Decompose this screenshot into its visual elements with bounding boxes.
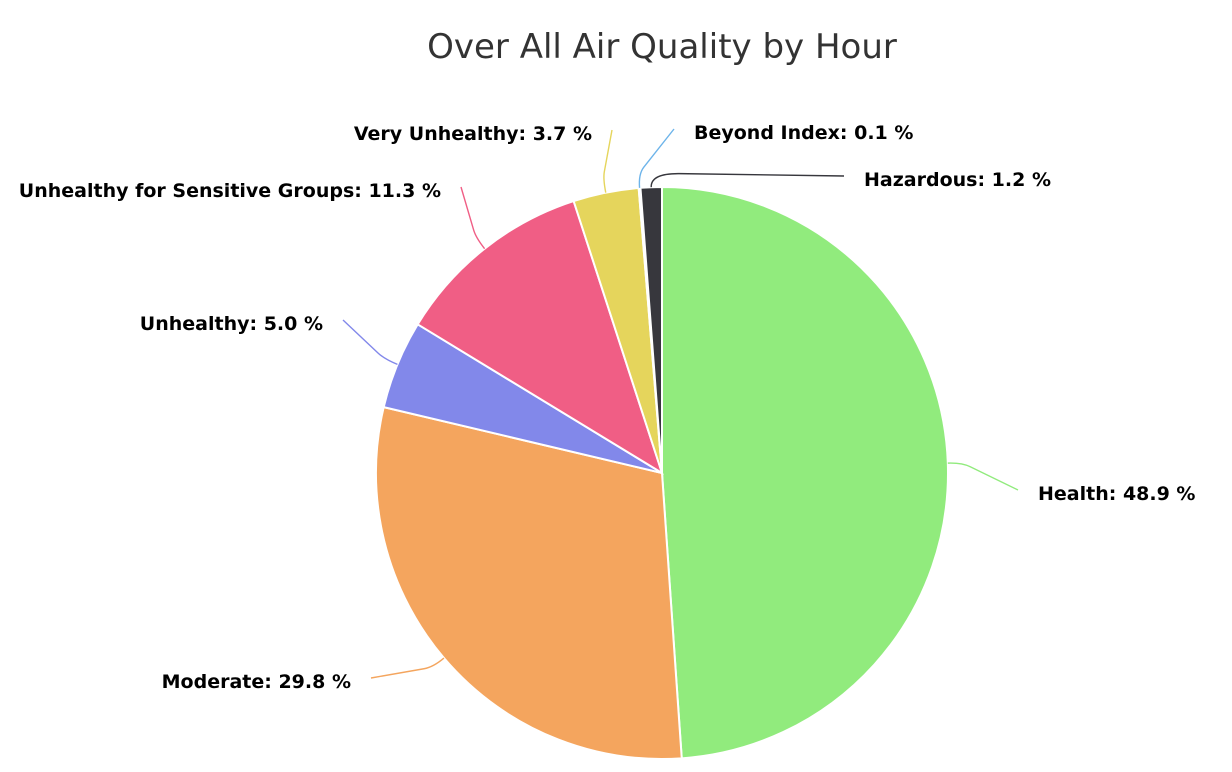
- pie-slice-unhealthy-sensitive-groups[interactable]: [416, 199, 664, 476]
- label-very-unhealthy: Very Unhealthy: 3.7 %: [354, 123, 592, 145]
- connector-very-unhealthy: [603, 129, 613, 193]
- label-health: Health: 48.9 %: [1038, 483, 1195, 505]
- pie-slice-moderate[interactable]: [375, 405, 683, 760]
- connector-hazardous: [650, 172, 845, 188]
- label-beyond-index: Beyond Index: 0.1 %: [694, 122, 913, 144]
- pie-slices: [375, 185, 949, 760]
- pie-slice-health[interactable]: [661, 185, 949, 760]
- pie-slice-hazardous[interactable]: [639, 185, 663, 474]
- label-unhealthy: Unhealthy: 5.0 %: [140, 313, 323, 335]
- label-unhealthy-sensitive-groups: Unhealthy for Sensitive Groups: 11.3 %: [19, 180, 441, 202]
- chart-title: Over All Air Quality by Hour: [427, 27, 897, 67]
- label-hazardous: Hazardous: 1.2 %: [864, 169, 1051, 191]
- label-connectors: [342, 128, 1019, 679]
- connector-beyond-index: [638, 128, 675, 188]
- connector-health: [947, 462, 1019, 491]
- connector-unhealthy: [342, 319, 398, 366]
- connector-moderate: [370, 657, 445, 679]
- label-moderate: Moderate: 29.8 %: [162, 671, 351, 693]
- connector-unhealthy-sensitive-groups: [460, 186, 486, 250]
- slice-labels: Health: 48.9 % Moderate: 29.8 % Unhealth…: [19, 122, 1196, 693]
